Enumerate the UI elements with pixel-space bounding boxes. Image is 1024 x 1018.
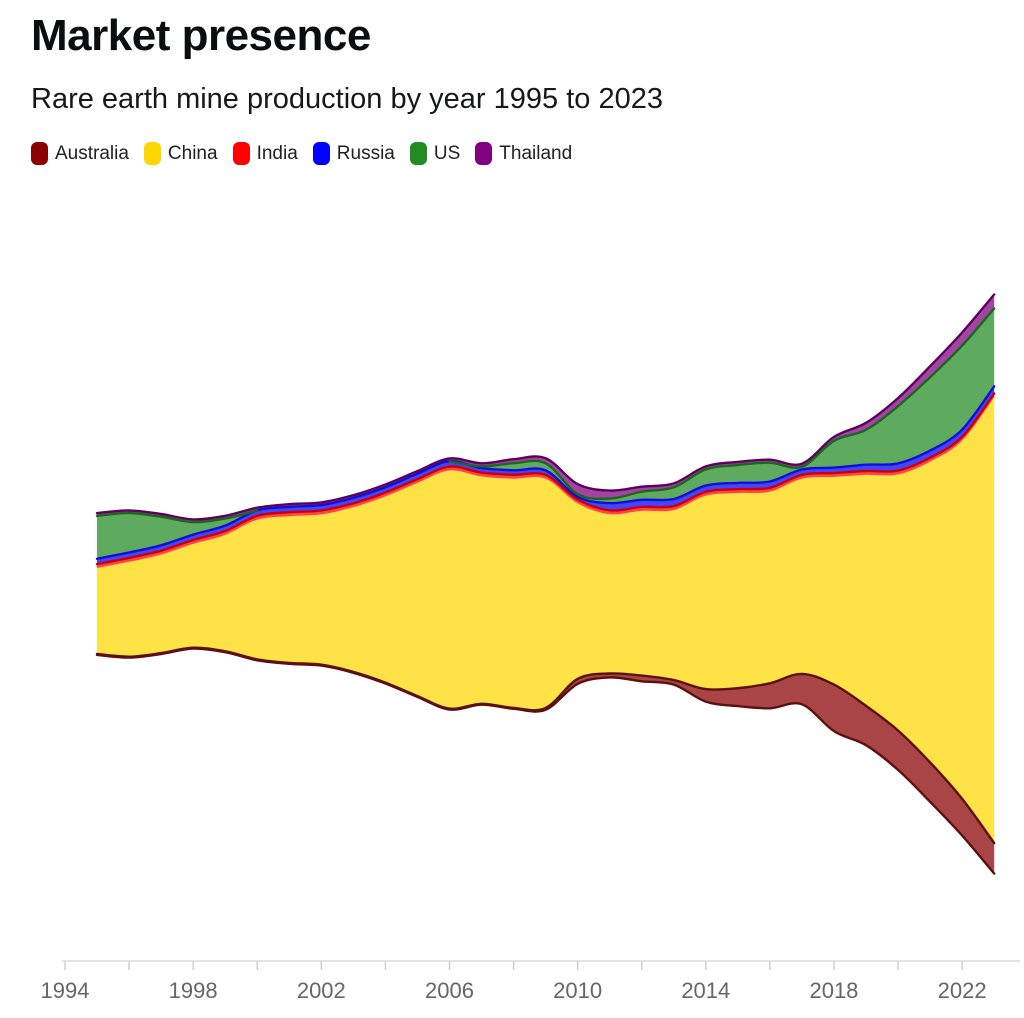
- legend-swatch-australia: [31, 142, 48, 166]
- legend-label: China: [167, 142, 218, 164]
- legend-label: Thailand: [499, 142, 573, 164]
- legend-item-russia: Russia: [312, 142, 395, 166]
- legend-label: India: [256, 142, 298, 164]
- legend-item-australia: Australia: [31, 142, 129, 166]
- legend-label: US: [433, 142, 461, 164]
- x-axis-label: 1998: [169, 978, 218, 1003]
- chart-subtitle: Rare earth mine production by year 1995 …: [31, 83, 663, 116]
- stream-layer-china: [97, 397, 995, 844]
- stream-layers: [97, 294, 995, 874]
- stream-edge-australia: [95, 646, 996, 845]
- legend-item-india: India: [232, 142, 298, 166]
- x-axis-label: 2010: [553, 978, 602, 1003]
- legend: Australia China India Russia US Thailand: [31, 142, 1001, 166]
- x-axis-label: 2018: [809, 978, 858, 1003]
- stream-edge-russia: [95, 385, 996, 560]
- legend-swatch-india: [232, 142, 250, 166]
- legend-item-us: US: [409, 142, 461, 166]
- legend-swatch-china: [143, 142, 161, 166]
- x-axis-label: 2006: [425, 978, 474, 1003]
- legend-swatch-thailand: [475, 142, 493, 166]
- stream-edge-us: [95, 509, 259, 524]
- stream-layer-australia: [97, 647, 995, 874]
- legend-label: Russia: [336, 142, 395, 164]
- chart-title: Market presence: [31, 11, 371, 60]
- legend-label: Australia: [55, 142, 129, 164]
- stream-edge-india: [95, 392, 996, 566]
- x-axis-label: 2002: [297, 978, 346, 1003]
- x-axis-label: 2014: [681, 978, 730, 1003]
- x-axis-label: 2022: [938, 978, 987, 1003]
- chart-header: Market presence Rare earth mine producti…: [31, 11, 1001, 166]
- legend-swatch-russia: [312, 142, 330, 166]
- x-axis: 1994 1998 2002 2006 2010 2014 2018 2022: [41, 960, 1020, 1003]
- stream-edges: [95, 293, 996, 875]
- x-axis-label: 1994: [41, 978, 90, 1003]
- stream-layer-us: [97, 308, 995, 559]
- legend-item-china: China: [143, 142, 218, 166]
- legend-swatch-us: [409, 142, 427, 166]
- legend-item-thailand: Thailand: [475, 142, 573, 166]
- stream-edge-thailand: [95, 293, 996, 521]
- stream-edge-us: [448, 307, 996, 501]
